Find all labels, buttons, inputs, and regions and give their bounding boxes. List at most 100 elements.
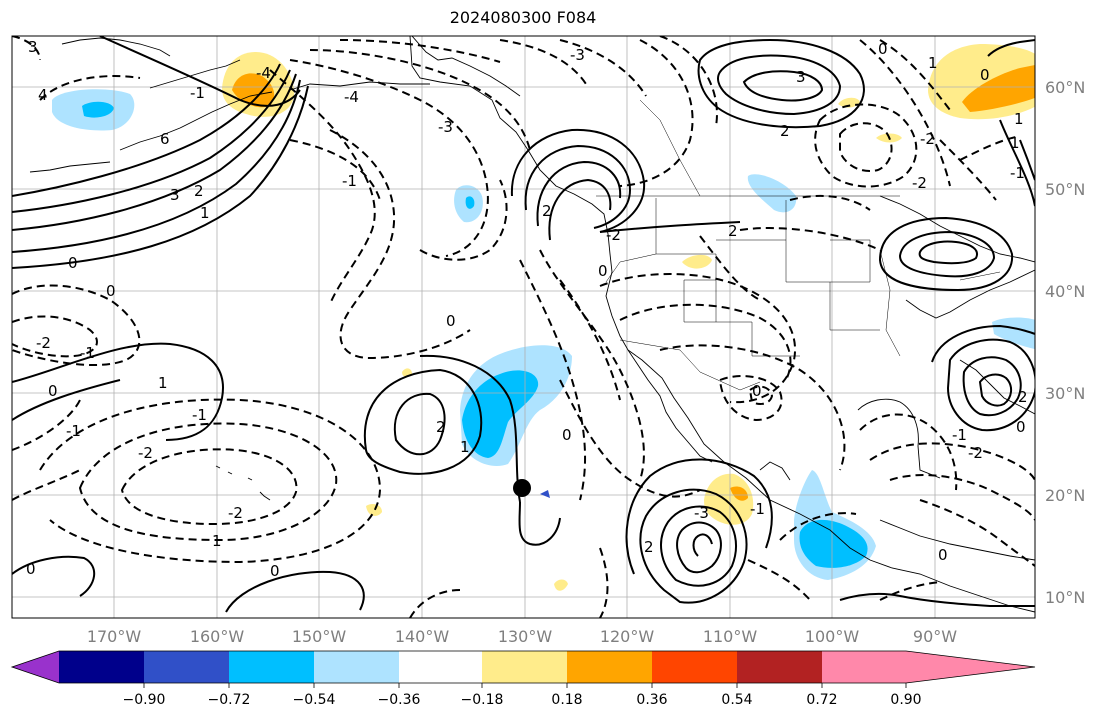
lon-label: 150°W: [292, 627, 347, 646]
lat-label: 30°N: [1045, 384, 1085, 403]
colorbar-tick: 0.72: [806, 692, 837, 708]
colorbar-tick: −0.72: [208, 692, 251, 708]
colorbar-tick: 0.54: [721, 692, 752, 708]
contour-label: 2: [1018, 388, 1028, 406]
contour-label: -4: [256, 64, 271, 82]
positive-anomaly-canada-1: [838, 97, 860, 108]
map-title: 2024080300 F084: [449, 8, 597, 27]
contour-labels: 3 4 6 3 2 1 0 0 -2 -1 0 -1 -2 -2 1 0 -3 …: [26, 38, 1028, 580]
colorbar-swatch: [144, 651, 229, 683]
lon-label: 140°W: [395, 627, 450, 646]
negative-anomaly-north-pacific-core: [82, 101, 114, 118]
positive-anomaly-small-1: [366, 504, 382, 516]
lon-label: 90°W: [913, 627, 957, 646]
colorbar-tick: −0.36: [378, 692, 421, 708]
dashed-contours: [12, 36, 1035, 618]
contour-label: 0: [68, 254, 78, 272]
colorbar-swatch: [567, 651, 652, 683]
contour-label: 2: [780, 122, 790, 140]
colorbar-tick: 0.18: [551, 692, 582, 708]
colorbar-tick: −0.18: [461, 692, 504, 708]
colorbar-swatch: [59, 651, 144, 683]
solid-contours: [12, 36, 1035, 613]
contour-label: 2: [728, 222, 738, 240]
lon-label: 130°W: [498, 627, 553, 646]
lat-label: 60°N: [1045, 78, 1085, 97]
contour-label: 0: [106, 282, 116, 300]
contour-label: 0: [48, 382, 58, 400]
contour-label: -1: [190, 84, 205, 102]
lat-label: 50°N: [1045, 180, 1085, 199]
contour-label: 0: [446, 312, 456, 330]
contour-label: 0: [980, 66, 990, 84]
contour-label: -4: [344, 88, 359, 106]
negative-anomaly-plains: [747, 174, 797, 213]
negative-anomaly-gulf-alaska-core: [465, 196, 475, 209]
contour-label: 3: [796, 68, 806, 86]
colorbar-swatch: [12, 651, 59, 683]
colorbar-swatch: [482, 651, 567, 683]
contour-label: 0: [26, 560, 36, 578]
lat-label: 20°N: [1045, 486, 1085, 505]
colorbar-tick: −0.54: [293, 692, 336, 708]
contour-label: 2: [436, 418, 446, 436]
contour-label: 0: [598, 262, 608, 280]
storm-center-marker: [513, 479, 531, 497]
positive-anomaly-small-3: [554, 579, 568, 591]
small-anomaly-marker: [540, 490, 550, 498]
contour-label: 1: [460, 438, 470, 456]
contour-label: -3: [570, 46, 585, 64]
contour-label: -1: [952, 426, 967, 444]
contour-label: 0: [938, 546, 948, 564]
contour-label: 2: [542, 202, 552, 220]
map-background: [12, 36, 1035, 618]
lat-label: 40°N: [1045, 282, 1085, 301]
coastlines: [29, 36, 1035, 613]
contour-label: -1: [750, 500, 765, 518]
lon-label: 100°W: [805, 627, 860, 646]
contour-label: -1: [1010, 164, 1025, 182]
contour-label: 0: [752, 382, 762, 400]
contour-label: 0: [562, 426, 572, 444]
colorbar-swatch: [652, 651, 737, 683]
contour-label: -2: [912, 174, 927, 192]
lat-label: 10°N: [1045, 588, 1085, 607]
contour-label: 3: [170, 186, 180, 204]
lon-label: 110°W: [703, 627, 758, 646]
colorbar-swatch: [822, 651, 906, 683]
contour-label: 1: [928, 54, 938, 72]
contour-label: -2: [606, 226, 621, 244]
contour-label: 4: [38, 86, 48, 104]
contour-label: -3: [438, 118, 453, 136]
contour-label: -2: [968, 444, 983, 462]
colorbar-swatch: [399, 651, 482, 683]
contour-label: -1: [342, 172, 357, 190]
colorbar-tick: −0.90: [123, 692, 166, 708]
positive-anomaly-rockies: [682, 254, 712, 269]
contour-label: 6: [160, 130, 170, 148]
latitude-labels: 60°N 50°N 40°N 30°N 20°N 10°N: [1045, 78, 1085, 607]
contour-label: 2: [644, 538, 654, 556]
longitude-labels: 170°W 160°W 150°W 140°W 130°W 120°W 110°…: [87, 627, 957, 646]
colorbar-swatch: [737, 651, 822, 683]
contour-label: -2: [138, 444, 153, 462]
colorbar-swatch: [229, 651, 314, 683]
contour-label: 0: [270, 562, 280, 580]
colorbar: −0.90 −0.72 −0.54 −0.36 −0.18 0.18 0.36 …: [10, 650, 1036, 708]
contour-label: -2: [228, 504, 243, 522]
contour-label: -2: [36, 334, 51, 352]
political-borders: [596, 99, 1001, 391]
colorbar-swatch: [906, 651, 1035, 683]
lon-label: 120°W: [600, 627, 655, 646]
contour-label: -1: [66, 422, 81, 440]
contour-label: -3: [694, 504, 709, 522]
map-frame: [11, 35, 1036, 619]
lon-label: 170°W: [87, 627, 142, 646]
contour-label: 2: [194, 182, 204, 200]
negative-anomaly-mexico-core: [799, 519, 868, 568]
positive-anomaly-hudson-core: [962, 65, 1035, 112]
contour-label: -2: [920, 130, 935, 148]
colorbar-swatch: [314, 651, 399, 683]
contour-label: 1: [200, 204, 210, 222]
